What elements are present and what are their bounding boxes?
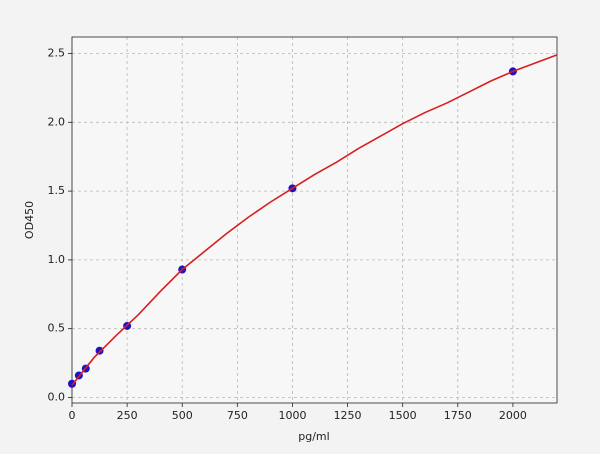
x-tick-label: 1000 bbox=[278, 409, 306, 422]
x-tick-label: 1250 bbox=[334, 409, 362, 422]
y-tick-label: 0.0 bbox=[48, 390, 66, 403]
x-tick-label: 1500 bbox=[389, 409, 417, 422]
y-tick-label: 0.5 bbox=[48, 322, 66, 335]
plot-area bbox=[72, 37, 557, 403]
data-point bbox=[95, 346, 104, 355]
y-tick-label: 2.5 bbox=[48, 47, 66, 60]
y-tick-label: 2.0 bbox=[48, 115, 66, 128]
y-tick-label: 1.5 bbox=[48, 184, 66, 197]
x-tick-label: 1750 bbox=[444, 409, 472, 422]
y-tick-label: 1.0 bbox=[48, 253, 66, 266]
x-tick-label: 0 bbox=[69, 409, 76, 422]
axes-frame bbox=[71, 36, 558, 404]
x-axis-label: pg/ml bbox=[298, 430, 329, 443]
y-axis-label: OD450 bbox=[23, 201, 36, 239]
fit-curve bbox=[71, 54, 558, 386]
x-tick-label: 250 bbox=[117, 409, 138, 422]
x-tick-label: 750 bbox=[227, 409, 248, 422]
x-tick-label: 2000 bbox=[499, 409, 527, 422]
x-tick-label: 500 bbox=[172, 409, 193, 422]
